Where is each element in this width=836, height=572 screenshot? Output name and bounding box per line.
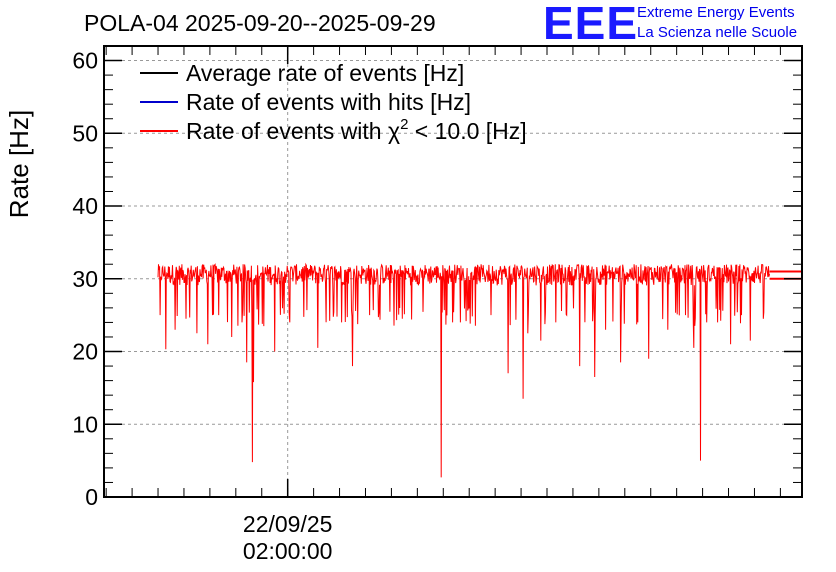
x-tick-label-date: 22/09/25 [243, 511, 333, 537]
chart-title: POLA-04 2025-09-20--2025-09-29 [84, 10, 436, 36]
axis-ticks [104, 45, 802, 498]
plot-frame [103, 45, 803, 498]
eee-logo: EEE [543, 0, 639, 49]
y-tick-label: 60 [72, 48, 98, 74]
y-tick-label: 10 [72, 411, 98, 437]
y-tick-label: 40 [72, 193, 98, 219]
series-layer [157, 262, 802, 478]
y-tick-label: 50 [72, 120, 98, 146]
legend: Average rate of events [Hz] Rate of event… [140, 60, 527, 144]
y-tick-label: 30 [72, 266, 98, 292]
legend-label: Rate of events with χ2 < 10.0 [Hz] [186, 116, 527, 144]
legend-label: Rate of events with hits [Hz] [186, 89, 471, 115]
brand-line-1: Extreme Energy Events [637, 4, 795, 21]
brand-line-2: La Scienza nelle Scuole [637, 24, 798, 41]
x-tick-label-time: 02:00:00 [243, 538, 333, 564]
y-tick-label: 20 [72, 339, 98, 365]
y-axis-label: Rate [Hz] [4, 110, 34, 218]
series-chi2-line [157, 262, 770, 478]
legend-label: Average rate of events [Hz] [186, 60, 464, 86]
axis-labels: 010203040506022/09/2502:00:0029/09/2502:… [72, 48, 333, 564]
y-tick-label: 0 [85, 484, 98, 510]
